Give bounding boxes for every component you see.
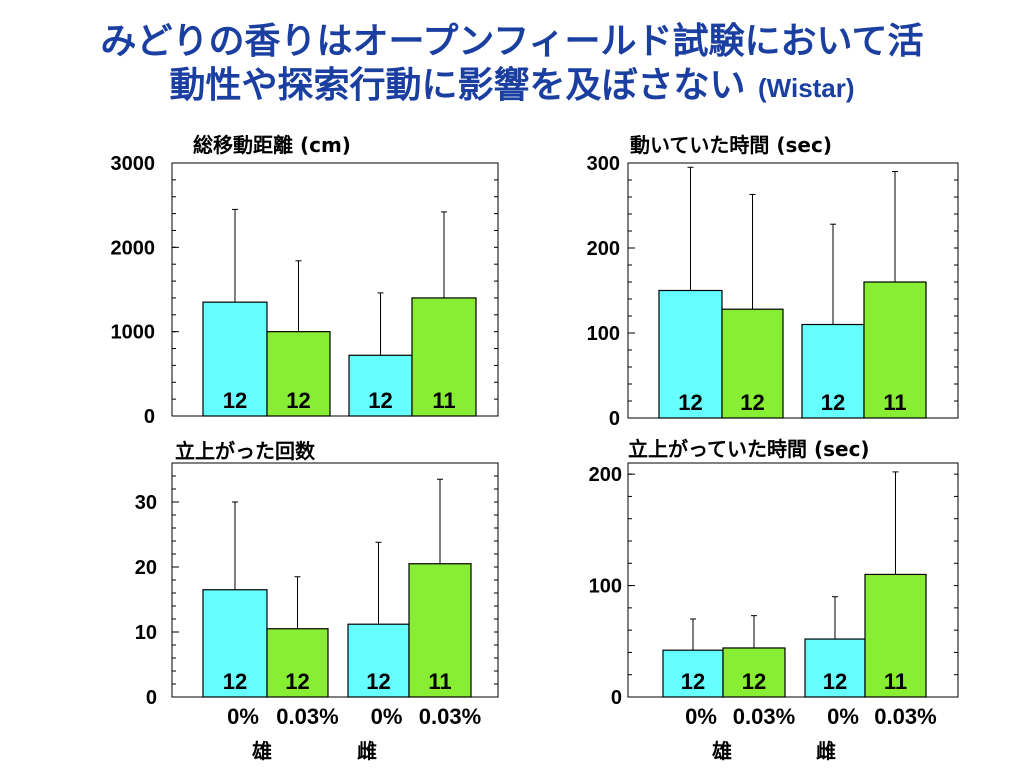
chart-title: 立上がった回数 — [175, 439, 316, 463]
sample-size-label: 12 — [821, 390, 845, 415]
y-tick-label: 200 — [589, 464, 622, 486]
y-tick-label: 0 — [609, 408, 620, 430]
y-tick-label: 2000 — [111, 237, 156, 259]
bar — [348, 354, 413, 417]
sample-size-label: 12 — [681, 669, 705, 694]
sex-label: 雄 — [251, 739, 272, 763]
strain-label: (Wistar) — [758, 73, 855, 103]
y-tick-label: 10 — [135, 622, 157, 644]
bar — [662, 649, 724, 698]
chart-title: 動いていた時間 (sec) — [630, 133, 832, 157]
concentration-label: 0.03% — [276, 704, 338, 729]
concentration-label: 0% — [227, 704, 259, 729]
bar — [411, 297, 477, 417]
sample-size-label: 12 — [678, 390, 702, 415]
bar — [863, 281, 927, 419]
slide-title: みどりの香りはオープンフィールド試験において活 動性や探索行動に影響を及ぼさない… — [0, 20, 1024, 110]
bar — [202, 301, 268, 417]
bar — [266, 628, 329, 698]
y-tick-label: 0 — [146, 687, 157, 709]
sample-size-label: 11 — [428, 669, 451, 694]
sample-size-label: 12 — [823, 669, 847, 694]
sample-size-label: 12 — [740, 390, 764, 415]
bar — [801, 323, 865, 419]
chart-title: 総移動距離 (cm) — [193, 133, 351, 157]
sex-label: 雌 — [357, 739, 377, 763]
chart-title: 立上がっていた時間 (sec) — [628, 437, 870, 461]
sample-size-label: 12 — [286, 388, 310, 413]
sex-label: 雄 — [711, 739, 732, 763]
sample-size-label: 11 — [883, 390, 906, 415]
title-line2-text: 動性や探索行動に影響を及ぼさない — [169, 65, 746, 106]
concentration-label: 0% — [685, 704, 717, 729]
y-tick-label: 100 — [589, 576, 622, 598]
sample-size-label: 12 — [223, 388, 247, 413]
plot-frame — [627, 162, 959, 419]
concentration-label: 0% — [371, 704, 403, 729]
y-tick-label: 0 — [144, 406, 155, 428]
sample-size-label: 12 — [366, 669, 390, 694]
bar — [864, 573, 927, 698]
plot-frame — [171, 162, 499, 417]
sex-label: 雌 — [816, 739, 836, 763]
title-line2: 動性や探索行動に影響を及ぼさない (Wistar) — [0, 64, 1024, 110]
y-tick-label: 3000 — [111, 153, 156, 175]
y-tick-label: 100 — [587, 323, 620, 345]
y-tick-label: 0 — [611, 687, 622, 709]
sample-size-label: 12 — [223, 669, 247, 694]
plot-frame — [627, 462, 959, 698]
sample-size-label: 11 — [432, 388, 455, 413]
bar — [408, 563, 472, 698]
title-line1: みどりの香りはオープンフィールド試験において活 — [100, 21, 924, 62]
y-tick-label: 200 — [587, 238, 620, 260]
y-tick-label: 300 — [587, 153, 620, 175]
y-tick-label: 20 — [135, 557, 157, 579]
bar — [658, 289, 723, 419]
sample-size-label: 12 — [368, 388, 392, 413]
concentration-label: 0% — [827, 704, 859, 729]
concentration-label: 0.03% — [419, 704, 481, 729]
bar — [804, 638, 866, 698]
bar — [721, 308, 784, 419]
sample-size-label: 11 — [884, 669, 907, 694]
bar — [266, 331, 331, 417]
y-tick-label: 30 — [135, 492, 157, 514]
bar — [722, 647, 786, 698]
concentration-label: 0.03% — [733, 704, 795, 729]
y-tick-label: 1000 — [111, 322, 156, 344]
sample-size-label: 12 — [742, 669, 766, 694]
bar — [202, 589, 268, 698]
concentration-label: 0.03% — [874, 704, 936, 729]
sample-size-label: 12 — [285, 669, 309, 694]
